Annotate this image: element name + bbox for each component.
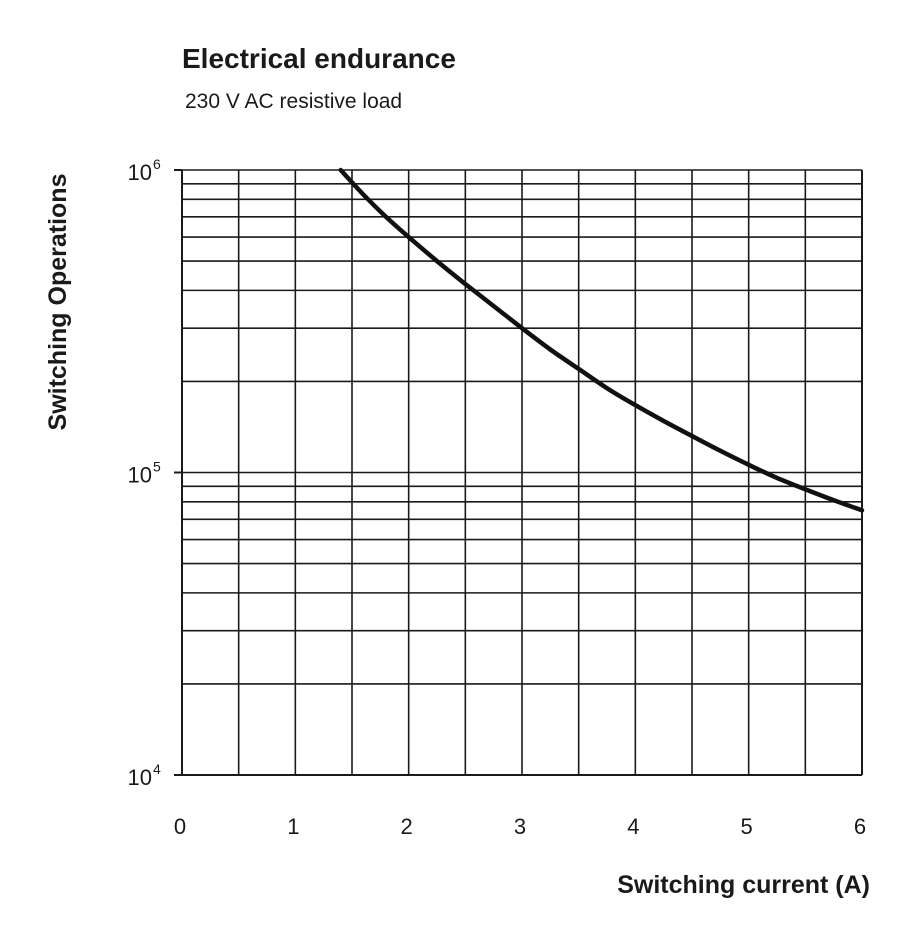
x-tick-label: 4 — [627, 814, 639, 839]
y-tick-label: 10 — [128, 765, 152, 790]
x-tick-label: 6 — [854, 814, 866, 839]
x-tick-label: 0 — [174, 814, 186, 839]
x-tick-label: 5 — [741, 814, 753, 839]
x-tick-label: 3 — [514, 814, 526, 839]
x-tick-label: 2 — [401, 814, 413, 839]
series-layer — [338, 167, 865, 513]
axes — [174, 169, 863, 776]
y-tick-exponent: 5 — [153, 459, 161, 475]
y-tick-label: 10 — [128, 463, 152, 488]
chart-title: Electrical endurance — [182, 43, 456, 74]
y-tick-exponent: 4 — [153, 761, 161, 777]
x-tick-label: 1 — [287, 814, 299, 839]
series-line — [338, 167, 865, 513]
y-axis-label: Switching Operations — [44, 174, 72, 431]
chart-subtitle: 230 V AC resistive load — [185, 90, 402, 113]
y-tick-exponent: 6 — [153, 156, 161, 172]
y-tick-label: 10 — [128, 160, 152, 185]
x-axis-label: Switching current (A) — [617, 871, 870, 899]
